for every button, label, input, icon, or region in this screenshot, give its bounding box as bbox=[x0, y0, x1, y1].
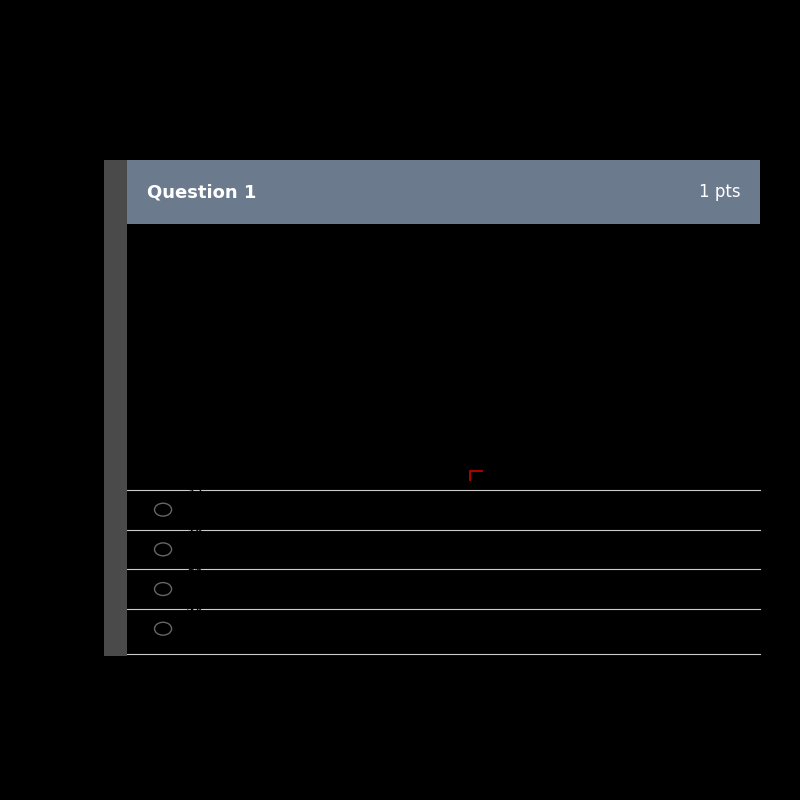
Text: A: A bbox=[158, 475, 170, 490]
Text: B: B bbox=[494, 492, 506, 507]
Text: 12: 12 bbox=[186, 521, 204, 535]
Bar bbox=[127, 160, 760, 225]
Text: 12: 12 bbox=[186, 524, 204, 538]
Bar bbox=[104, 160, 127, 656]
Bar bbox=[470, 471, 485, 482]
Text: 35: 35 bbox=[186, 484, 203, 498]
Text: 37: 37 bbox=[186, 561, 203, 574]
Text: Question 1: Question 1 bbox=[146, 183, 256, 202]
Text: 12: 12 bbox=[504, 408, 523, 423]
Text: 37: 37 bbox=[288, 395, 307, 410]
Text: C: C bbox=[494, 329, 505, 343]
Text: 12: 12 bbox=[186, 603, 204, 618]
Text: in the accompanying diagram of: in the accompanying diagram of bbox=[513, 242, 790, 257]
Text: 35: 35 bbox=[186, 640, 203, 654]
Text: 37: 37 bbox=[186, 601, 203, 614]
Text: Which ratio represents  tan: Which ratio represents tan bbox=[154, 242, 400, 257]
Text: 35: 35 bbox=[186, 564, 203, 578]
Text: △ ABC: △ ABC bbox=[154, 286, 205, 302]
Text: C: C bbox=[491, 242, 502, 257]
Text: 35: 35 bbox=[324, 498, 343, 512]
Text: 1 pts: 1 pts bbox=[698, 183, 740, 202]
